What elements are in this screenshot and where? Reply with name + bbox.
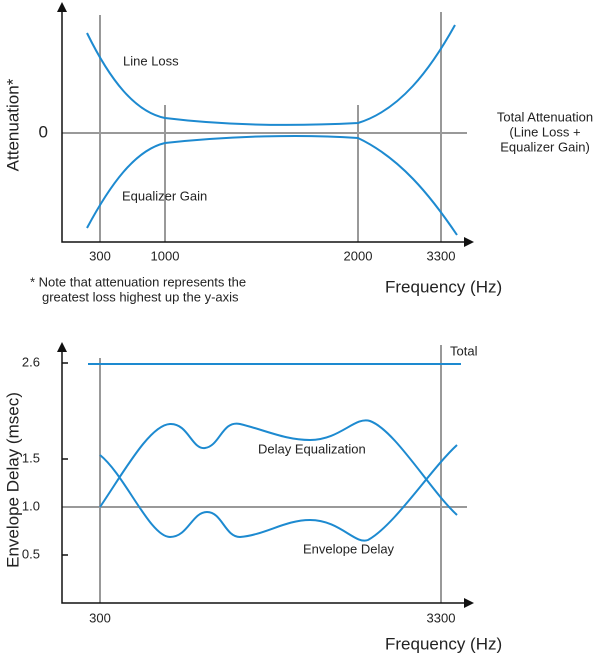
curve-label: Equalizer Gain bbox=[122, 188, 207, 203]
side-note: Total Attenuation bbox=[497, 109, 593, 124]
x-tick-label: 2000 bbox=[344, 248, 373, 263]
curve-label: Envelope Delay bbox=[303, 541, 395, 556]
y-tick-label: 1.0 bbox=[22, 498, 40, 513]
curve-label: Delay Equalization bbox=[258, 441, 366, 456]
y-tick-label: 0.5 bbox=[22, 546, 40, 561]
x-tick-label: 3300 bbox=[427, 248, 456, 263]
axes bbox=[61, 8, 468, 243]
tick-marks bbox=[62, 362, 68, 556]
line-loss-curve bbox=[86, 24, 456, 126]
y-axis-label: Attenuation* bbox=[3, 78, 22, 171]
side-note: (Line Loss + bbox=[509, 124, 580, 139]
curve-label: Total bbox=[450, 343, 478, 358]
x-axis-label: Frequency (Hz) bbox=[385, 277, 502, 296]
y-axis-label: Envelope Delay (msec) bbox=[3, 392, 22, 568]
side-note: Equalizer Gain) bbox=[500, 139, 590, 154]
envelope-delay-curve bbox=[99, 444, 458, 542]
zero-label: 0 bbox=[39, 122, 48, 141]
curve-label: Line Loss bbox=[123, 53, 179, 68]
equalizer-gain-curve bbox=[86, 134, 458, 236]
delay-equalization-curve bbox=[99, 419, 458, 516]
arrows bbox=[57, 342, 474, 608]
note: greatest loss highest up the y-axis bbox=[42, 289, 239, 304]
axes bbox=[61, 348, 468, 604]
x-tick-label: 3300 bbox=[427, 610, 456, 625]
y-tick-label: 1.5 bbox=[22, 450, 40, 465]
note: * Note that attenuation represents the bbox=[30, 274, 246, 289]
x-tick-label: 300 bbox=[89, 610, 111, 625]
x-axis-label: Frequency (Hz) bbox=[385, 634, 502, 653]
y-tick-label: 2.6 bbox=[22, 354, 40, 369]
x-tick-label: 1000 bbox=[151, 248, 180, 263]
x-tick-label: 300 bbox=[89, 248, 111, 263]
